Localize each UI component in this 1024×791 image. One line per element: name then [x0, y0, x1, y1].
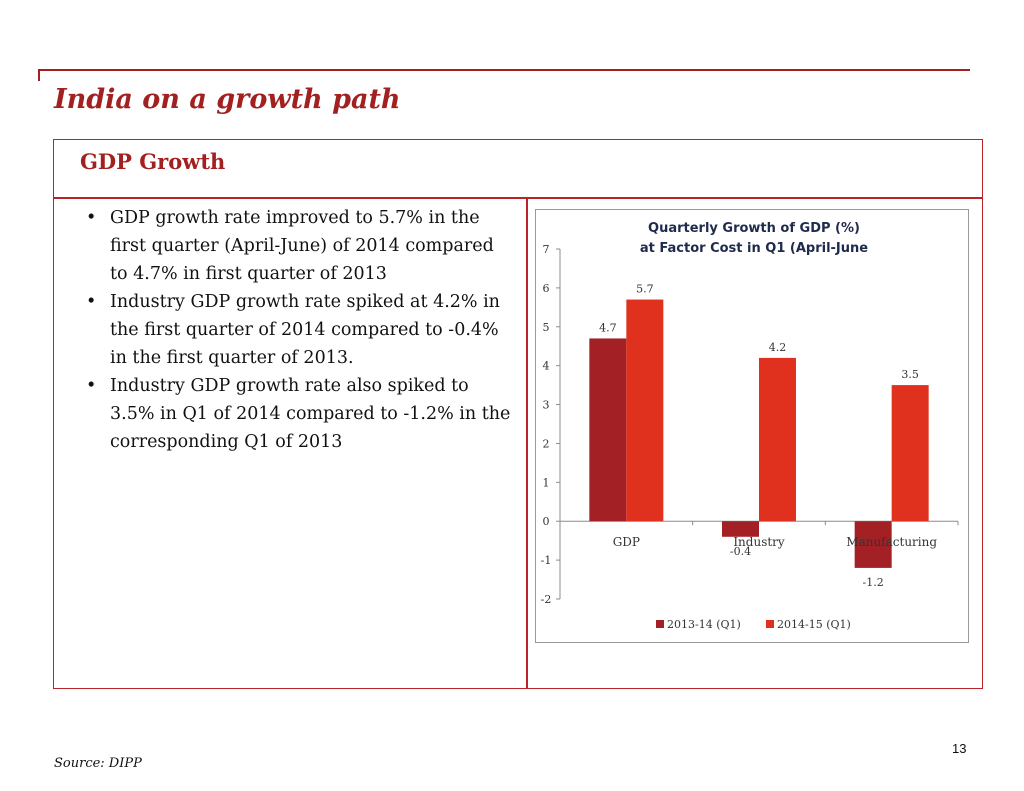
- y-tick-label: 2: [543, 437, 550, 450]
- bar-2013-14-q1--manufacturing: [854, 521, 892, 568]
- bar-2014-15-q1--gdp: [626, 299, 664, 522]
- x-category-label: Industry: [733, 535, 785, 549]
- bullet-list: GDP growth rate improved to 5.7% in the …: [76, 204, 516, 456]
- bar-2013-14-q1--industry: [722, 521, 759, 537]
- panel-header-divider: [54, 197, 982, 199]
- bar-2013-14-q1--gdp: [589, 338, 627, 522]
- legend-label: 2013-14 (Q1): [667, 618, 741, 631]
- data-label: 4.2: [769, 341, 787, 354]
- chart-title-line: Quarterly Growth of GDP (%): [648, 221, 860, 236]
- bar-2014-15-q1--manufacturing: [891, 385, 929, 522]
- y-tick-label: 1: [543, 476, 550, 489]
- data-label: 4.7: [599, 321, 617, 334]
- bullet-item: Industry GDP growth rate spiked at 4.2% …: [76, 288, 516, 372]
- legend-swatch: [766, 620, 774, 628]
- bullet-item: Industry GDP growth rate also spiked to …: [76, 372, 516, 456]
- section-title: GDP Growth: [80, 149, 226, 174]
- source-note: Source: DIPP: [54, 756, 142, 771]
- data-label: 3.5: [901, 368, 919, 381]
- legend-label: 2014-15 (Q1): [777, 618, 851, 631]
- y-tick-label: 7: [543, 243, 550, 256]
- top-rule-tick: [38, 69, 40, 81]
- y-tick-label: -2: [541, 593, 552, 606]
- gdp-growth-chart: Quarterly Growth of GDP (%) at Factor Cos…: [535, 209, 969, 643]
- y-tick-label: 3: [543, 399, 550, 412]
- top-rule: [38, 69, 970, 71]
- x-category-label: GDP: [613, 535, 640, 549]
- data-label: -0.4: [730, 545, 751, 558]
- chart-canvas: Quarterly Growth of GDP (%) at Factor Cos…: [541, 221, 959, 631]
- x-category-label: Manufacturing: [846, 535, 937, 549]
- page-title: India on a growth path: [54, 84, 401, 115]
- legend-swatch: [656, 620, 664, 628]
- page-number: 13: [952, 741, 967, 756]
- chart-title-line: at Factor Cost in Q1 (April-June: [640, 241, 868, 256]
- y-tick-label: 0: [543, 515, 550, 528]
- y-tick-label: 4: [543, 360, 550, 373]
- y-tick-label: -1: [541, 554, 552, 567]
- y-tick-label: 5: [543, 321, 550, 334]
- bullet-item: GDP growth rate improved to 5.7% in the …: [76, 204, 516, 288]
- y-tick-label: 6: [543, 282, 550, 295]
- content-panel: GDP Growth GDP growth rate improved to 5…: [53, 139, 983, 689]
- data-label: 5.7: [636, 283, 654, 296]
- data-label: -1.2: [863, 576, 884, 589]
- bar-2014-15-q1--industry: [759, 357, 796, 522]
- panel-column-divider: [526, 197, 528, 688]
